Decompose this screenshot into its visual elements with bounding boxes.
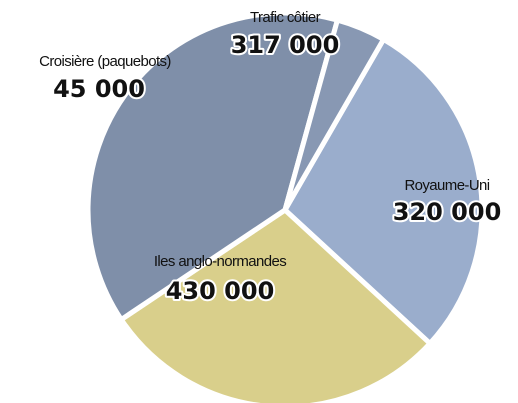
- pie-slice: [282, 36, 485, 346]
- pie-slice: [85, 10, 340, 323]
- pie-slice: [282, 17, 386, 213]
- value-label: 317 000: [231, 31, 340, 59]
- slice-label: Royaume-Uni: [404, 177, 489, 194]
- slice-label: Trafic côtier: [250, 9, 321, 26]
- slice-label: Iles anglo-normandes: [154, 253, 286, 270]
- pie-slice: [118, 207, 433, 403]
- slice-label: Croisière (paquebots): [39, 53, 171, 70]
- value-label: 430 000: [166, 277, 275, 305]
- value-label: 45 000: [53, 75, 145, 103]
- value-label: 320 000: [393, 198, 502, 226]
